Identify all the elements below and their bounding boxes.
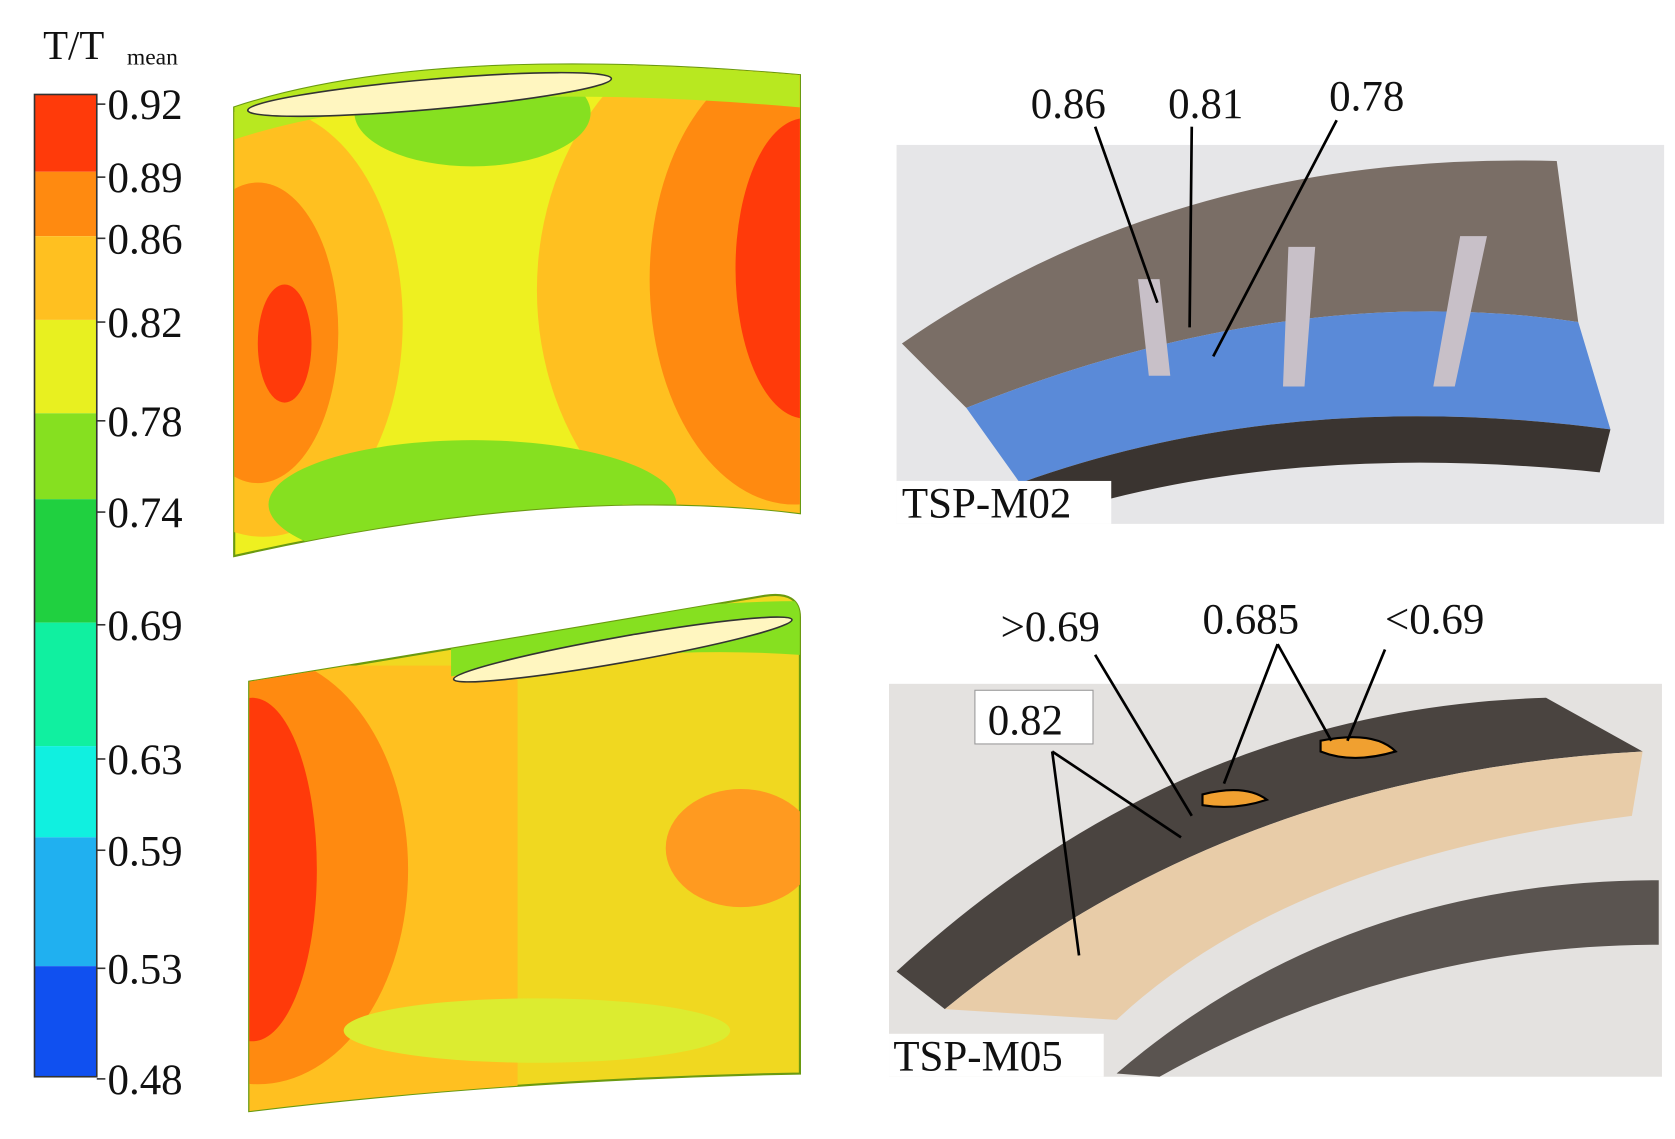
colorbar: 0.92 0.89 0.86 0.82 0.78 0.74 0.69 0.63 0.59 0.53… [33, 82, 183, 1104]
colorbar-band [34, 966, 97, 1077]
annotation: <0.69 [1385, 596, 1484, 643]
blade-contour-1 [233, 63, 802, 558]
colorbar-tick-label: 0.53 [108, 946, 183, 993]
blade-contour-2 [248, 593, 802, 1113]
annotation: 0.78 [1329, 74, 1404, 121]
colorbar-band [34, 622, 97, 747]
colorbar-title-sub: mean [127, 44, 178, 70]
colorbar-tick-label: 0.86 [108, 216, 183, 263]
panel-label: TSP-M02 [902, 480, 1071, 527]
colorbar-band [34, 171, 97, 237]
colorbar-tick-label: 0.69 [108, 603, 183, 650]
colorbar-tick-label: 0.78 [108, 399, 183, 446]
annotation: >0.69 [1001, 604, 1100, 651]
colorbar-tick-label: 0.74 [108, 490, 183, 537]
annotation: 0.685 [1202, 596, 1299, 643]
colorbar-tick-label: 0.59 [108, 828, 183, 875]
colorbar-frame [33, 93, 98, 1078]
annotation: 0.82 [988, 697, 1063, 744]
annotation: 0.81 [1168, 81, 1243, 128]
photo-tsp-m05: TSP-M05 >0.69 0.685 <0.69 0.82 [889, 596, 1662, 1080]
colorbar-tick-label: 0.89 [108, 155, 183, 202]
photo-tsp-m02: TSP-M02 0.86 0.81 0.78 [896, 74, 1665, 527]
colorbar-tick-label: 0.48 [108, 1057, 183, 1104]
colorbar-band [34, 837, 97, 967]
annotation: 0.86 [1031, 81, 1106, 128]
colorbar-band [34, 319, 97, 414]
colorbar-band [34, 499, 97, 623]
colorbar-band [34, 94, 97, 172]
colorbar-title: T/T [43, 23, 104, 68]
panel-label: TSP-M05 [893, 1033, 1062, 1080]
colorbar-band [34, 746, 97, 838]
colorbar-tick-label: 0.82 [108, 300, 183, 347]
colorbar-tick-label: 0.92 [108, 82, 183, 129]
colorbar-band [34, 413, 97, 500]
colorbar-tick-label: 0.63 [108, 737, 183, 784]
colorbar-band [34, 236, 97, 320]
